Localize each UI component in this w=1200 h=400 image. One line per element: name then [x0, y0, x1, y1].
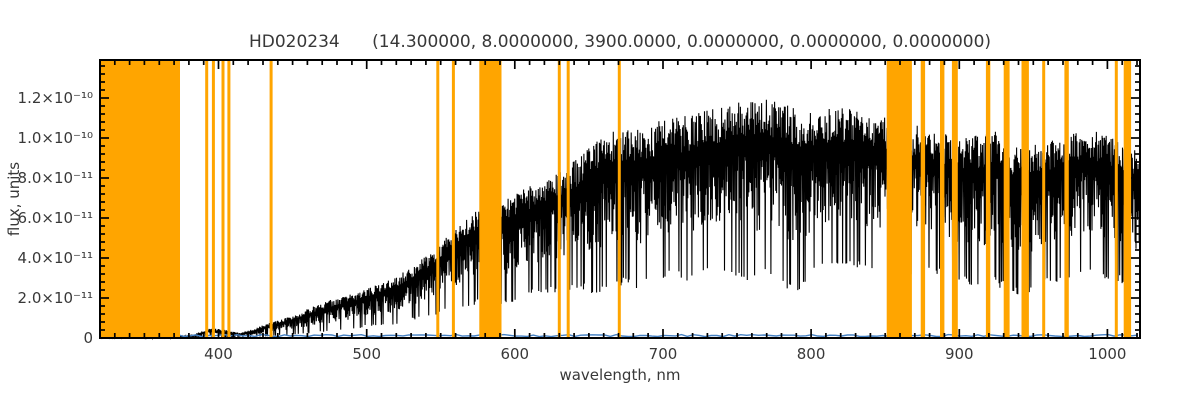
y-tick-label: 2.0×10⁻¹¹: [18, 289, 93, 307]
masked-band: [951, 60, 958, 338]
masked-band: [436, 60, 440, 338]
masked-band: [1042, 60, 1046, 338]
y-tick-label: 6.0×10⁻¹¹: [18, 209, 93, 227]
ticks-group: [100, 60, 1140, 339]
x-tick-label: 700: [649, 345, 678, 363]
masked-band: [617, 60, 621, 338]
masked-band: [940, 60, 945, 338]
masked-band: [1021, 60, 1029, 338]
x-tick-label: 400: [204, 345, 233, 363]
masked-band: [269, 60, 273, 338]
x-tick-label: 800: [797, 345, 826, 363]
masked-band: [451, 60, 455, 338]
masked-band: [1114, 60, 1118, 338]
masked-bands-group: [100, 60, 1132, 338]
x-tick-label: 900: [945, 345, 974, 363]
y-tick-label: 0: [83, 329, 93, 347]
masked-band: [886, 60, 912, 338]
masked-band: [557, 60, 561, 338]
y-tick-label: 1.0×10⁻¹⁰: [18, 129, 93, 147]
y-tick-label: 1.2×10⁻¹⁰: [18, 89, 93, 107]
masked-band: [479, 60, 502, 338]
plot-frame: [99, 59, 1141, 339]
x-tick-label: 600: [500, 345, 529, 363]
masked-band: [920, 60, 926, 338]
plot-title: HD020234 (14.300000, 8.0000000, 3900.000…: [248, 32, 992, 52]
masked-band: [985, 60, 991, 338]
masked-band: [227, 60, 231, 338]
masked-band: [1003, 60, 1010, 338]
x-tick-label: 1000: [1088, 345, 1126, 363]
y-tick-label: 4.0×10⁻¹¹: [18, 249, 93, 267]
masked-band: [1123, 60, 1132, 338]
tick-labels-group: 400 500 600 700 800 900 1000 0 2.0×10⁻¹¹ 4.0×10⁻¹…: [18, 89, 1127, 363]
masked-band: [1064, 60, 1069, 338]
masked-band: [221, 60, 225, 338]
x-tick-label: 500: [352, 345, 381, 363]
masked-band: [205, 60, 209, 338]
x-axis-label: wavelength, nm: [559, 366, 681, 384]
y-tick-label: 8.0×10⁻¹¹: [18, 169, 93, 187]
masked-band: [211, 60, 215, 338]
masked-band: [100, 60, 180, 338]
masked-band: [566, 60, 570, 338]
